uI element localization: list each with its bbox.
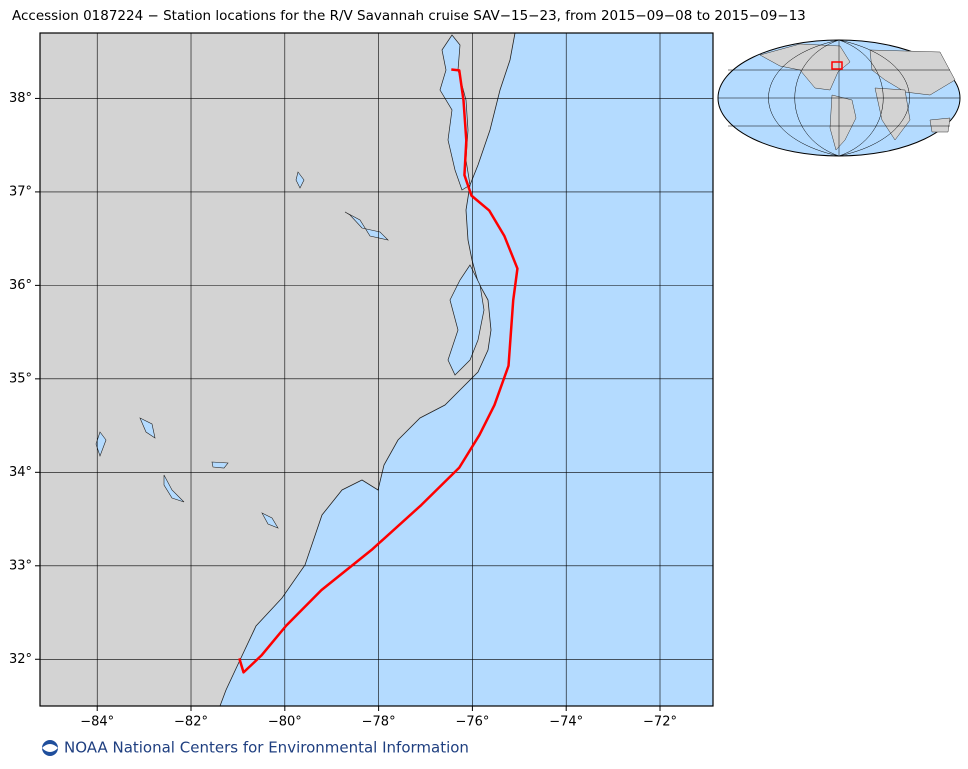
inset-globe bbox=[717, 39, 961, 157]
lake bbox=[163, 474, 185, 503]
x-tick-label: −74° bbox=[549, 715, 583, 730]
y-tick-label: 38° bbox=[9, 91, 32, 106]
x-tick-label: −72° bbox=[643, 715, 677, 730]
y-tick-label: 34° bbox=[9, 465, 32, 480]
map-frame bbox=[39, 32, 714, 707]
sound bbox=[447, 264, 485, 376]
grid bbox=[40, 33, 713, 706]
land bbox=[39, 32, 516, 707]
map bbox=[39, 32, 714, 707]
y-tick-label: 37° bbox=[9, 184, 32, 199]
footer: NOAA National Centers for Environmental … bbox=[64, 739, 469, 757]
x-tick-label: −82° bbox=[174, 715, 208, 730]
x-tick-label: −78° bbox=[362, 715, 396, 730]
y-tick-label: 32° bbox=[9, 652, 32, 667]
lake bbox=[261, 512, 279, 529]
y-tick-label: 35° bbox=[9, 371, 32, 386]
x-tick-label: −84° bbox=[80, 715, 114, 730]
footer-logo bbox=[42, 740, 58, 756]
lake bbox=[139, 417, 156, 439]
x-tick-label: −76° bbox=[455, 715, 489, 730]
lake bbox=[295, 171, 305, 189]
y-tick-label: 33° bbox=[9, 558, 32, 573]
lake bbox=[344, 211, 389, 241]
x-tick-label: −80° bbox=[268, 715, 302, 730]
y-tick-label: 36° bbox=[9, 278, 32, 293]
lake bbox=[211, 461, 229, 469]
cruise-track bbox=[238, 68, 519, 674]
title: Accession 0187224 − Station locations fo… bbox=[12, 8, 806, 24]
